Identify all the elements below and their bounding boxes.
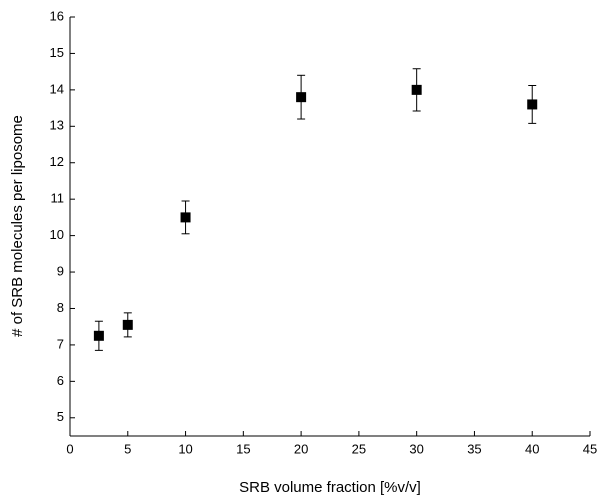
y-tick-label: 5	[57, 409, 64, 424]
y-tick-label: 6	[57, 373, 64, 388]
point	[180, 212, 191, 223]
y-tick-label: 13	[50, 118, 64, 133]
x-tick-label: 45	[583, 441, 597, 456]
point	[527, 99, 538, 110]
x-tick-label: 35	[467, 441, 481, 456]
x-tick-label: 0	[66, 441, 73, 456]
point	[122, 319, 133, 330]
x-tick-label: 15	[236, 441, 250, 456]
x-tick-label: 5	[124, 441, 131, 456]
x-tick-label: 20	[294, 441, 308, 456]
y-tick-label: 16	[50, 8, 64, 23]
y-tick-label: 7	[57, 336, 64, 351]
x-tick-label: 30	[409, 441, 423, 456]
point	[411, 84, 422, 95]
y-tick-label: 10	[50, 227, 64, 242]
point	[93, 330, 104, 341]
y-tick-label: 9	[57, 263, 64, 278]
x-tick-label: 40	[525, 441, 539, 456]
x-axis-title: SRB volume fraction [%v/v]	[239, 479, 421, 496]
y-tick-label: 12	[50, 154, 64, 169]
y-tick-label: 8	[57, 300, 64, 315]
y-tick-label: 15	[50, 45, 64, 60]
y-axis-title: # of SRB molecules per liposome	[9, 115, 26, 337]
point	[296, 92, 307, 103]
y-tick-label: 11	[51, 191, 65, 206]
x-tick-label: 10	[178, 441, 192, 456]
x-tick-label: 25	[352, 441, 366, 456]
y-tick-label: 14	[50, 81, 64, 96]
